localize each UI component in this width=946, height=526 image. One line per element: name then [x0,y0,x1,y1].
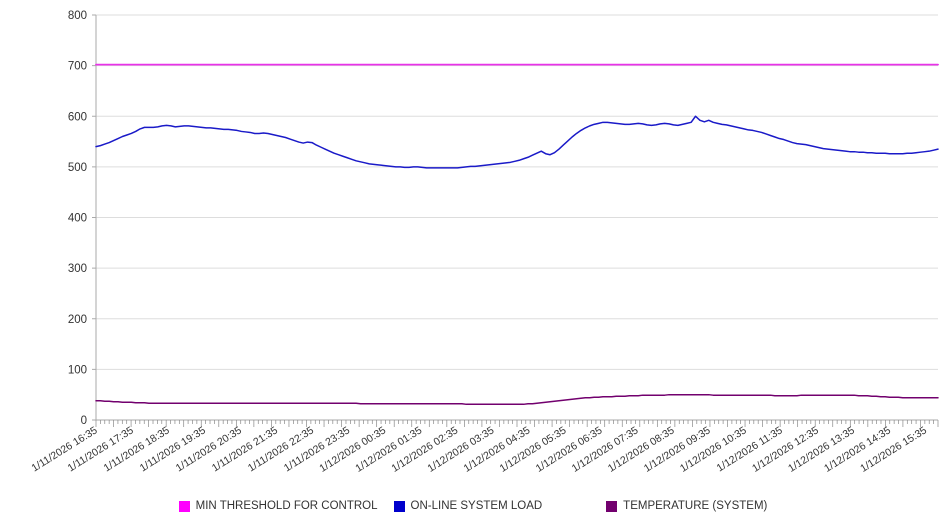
legend-item-temperature-system[interactable]: TEMPERATURE (SYSTEM) [606,500,767,512]
y-axis-tick-label: 0 [81,415,87,427]
legend-swatch-temperature-system [606,500,618,512]
y-axis-tick-label: 200 [68,314,87,326]
y-axis-tick-label: 800 [68,10,87,22]
series-line-1 [95,115,939,169]
y-axis-tick-label: 400 [68,213,87,225]
chart-legend: MIN THRESHOLD FOR CONTROL ON-LINE SYSTEM… [0,494,946,518]
y-axis-tick-label: 100 [68,364,87,376]
legend-item-online-system-load[interactable]: ON-LINE SYSTEM LOAD [393,500,543,512]
legend-label-temperature-system: TEMPERATURE (SYSTEM) [623,500,768,512]
y-axis-tick-label: 600 [68,111,87,123]
y-axis-tick-label: 500 [68,162,87,174]
y-axis-tick-label: 300 [68,263,87,275]
legend-label-min-threshold: MIN THRESHOLD FOR CONTROL [195,500,378,512]
legend-swatch-min-threshold [178,500,190,512]
legend-swatch-online-system-load [393,500,405,512]
y-axis-tick-label: 700 [68,61,87,73]
legend-item-min-threshold[interactable]: MIN THRESHOLD FOR CONTROL [178,500,378,512]
legend-label-online-system-load: ON-LINE SYSTEM LOAD [410,500,543,512]
series-line-2 [95,393,939,406]
